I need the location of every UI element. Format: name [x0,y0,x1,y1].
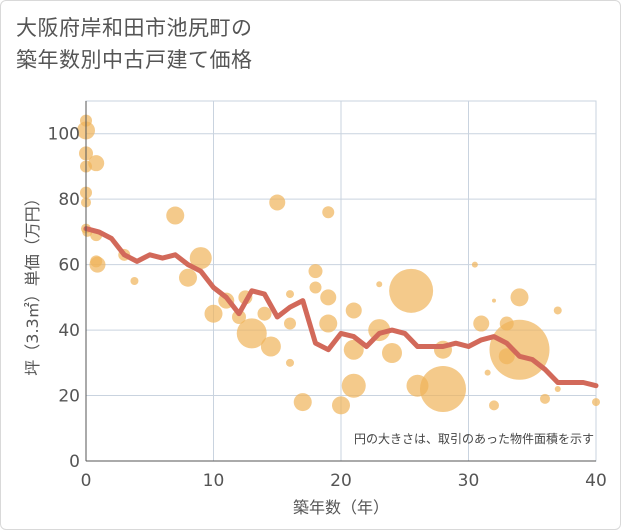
y-tick-label: 100 [48,125,80,145]
data-bubble [492,298,496,303]
data-bubble [319,314,338,333]
chart-title-line-1: 大阪府岸和田市池尻町の [16,16,253,40]
data-bubble [179,268,197,287]
x-tick-label: 30 [458,471,480,491]
y-tick-label: 40 [58,321,80,341]
data-bubble [320,289,337,306]
data-bubble [286,358,294,367]
data-bubble [345,302,362,319]
data-bubble [510,288,529,307]
data-bubble [592,398,600,407]
data-bubble [540,393,550,404]
data-bubble [420,366,466,412]
data-bubble [130,277,139,285]
x-tick-label: 10 [203,471,225,491]
chart-title: 大阪府岸和田市池尻町の 築年数別中古戸建て価格 [16,12,253,76]
average-price-line [83,226,599,389]
data-bubble [471,261,478,268]
data-bubble [484,369,491,376]
x-axis-label: 築年数（年） [293,498,389,517]
data-bubble [309,281,322,294]
data-bubble [260,336,281,357]
y-tick-label: 60 [58,256,80,276]
data-bubble [341,373,366,398]
chart-title-line-2: 築年数別中古戸建て価格 [16,48,253,72]
data-bubble [236,318,267,349]
data-bubble [189,247,212,270]
data-bubble [284,317,296,330]
data-bubble [88,155,105,172]
data-bubble [308,264,323,279]
x-tick-label: 40 [585,471,607,491]
data-bubble [554,386,561,392]
data-bubble [473,315,490,332]
data-bubble [389,268,434,313]
bubble-size-note: 円の大きさは、取引のあった物件面積を示す [354,431,594,446]
average-line-series [83,226,599,389]
y-axis-label: 坪（3.3㎡）単価（万円） [23,190,42,375]
y-tick-label: 0 [69,452,80,472]
data-bubble [166,206,185,225]
y-tick-label: 80 [58,190,80,210]
data-bubble [293,393,312,412]
data-bubble [343,339,364,360]
data-bubble [89,256,106,273]
x-tick-label: 0 [81,471,92,491]
data-bubble [553,306,562,315]
data-bubble [257,306,272,321]
x-tick-label: 20 [330,471,352,491]
data-bubble [204,304,223,323]
data-bubble [489,400,499,411]
data-bubble [286,290,294,299]
data-bubble [382,343,402,363]
axes: 0 10 20 30 40 0 20 40 60 80 100 [48,101,607,491]
y-tick-label: 20 [58,387,80,407]
data-bubble [232,310,246,324]
data-bubble [376,281,383,288]
data-bubble [269,194,286,211]
data-bubble [322,206,335,219]
data-bubble [489,319,550,380]
data-bubble [332,396,350,415]
